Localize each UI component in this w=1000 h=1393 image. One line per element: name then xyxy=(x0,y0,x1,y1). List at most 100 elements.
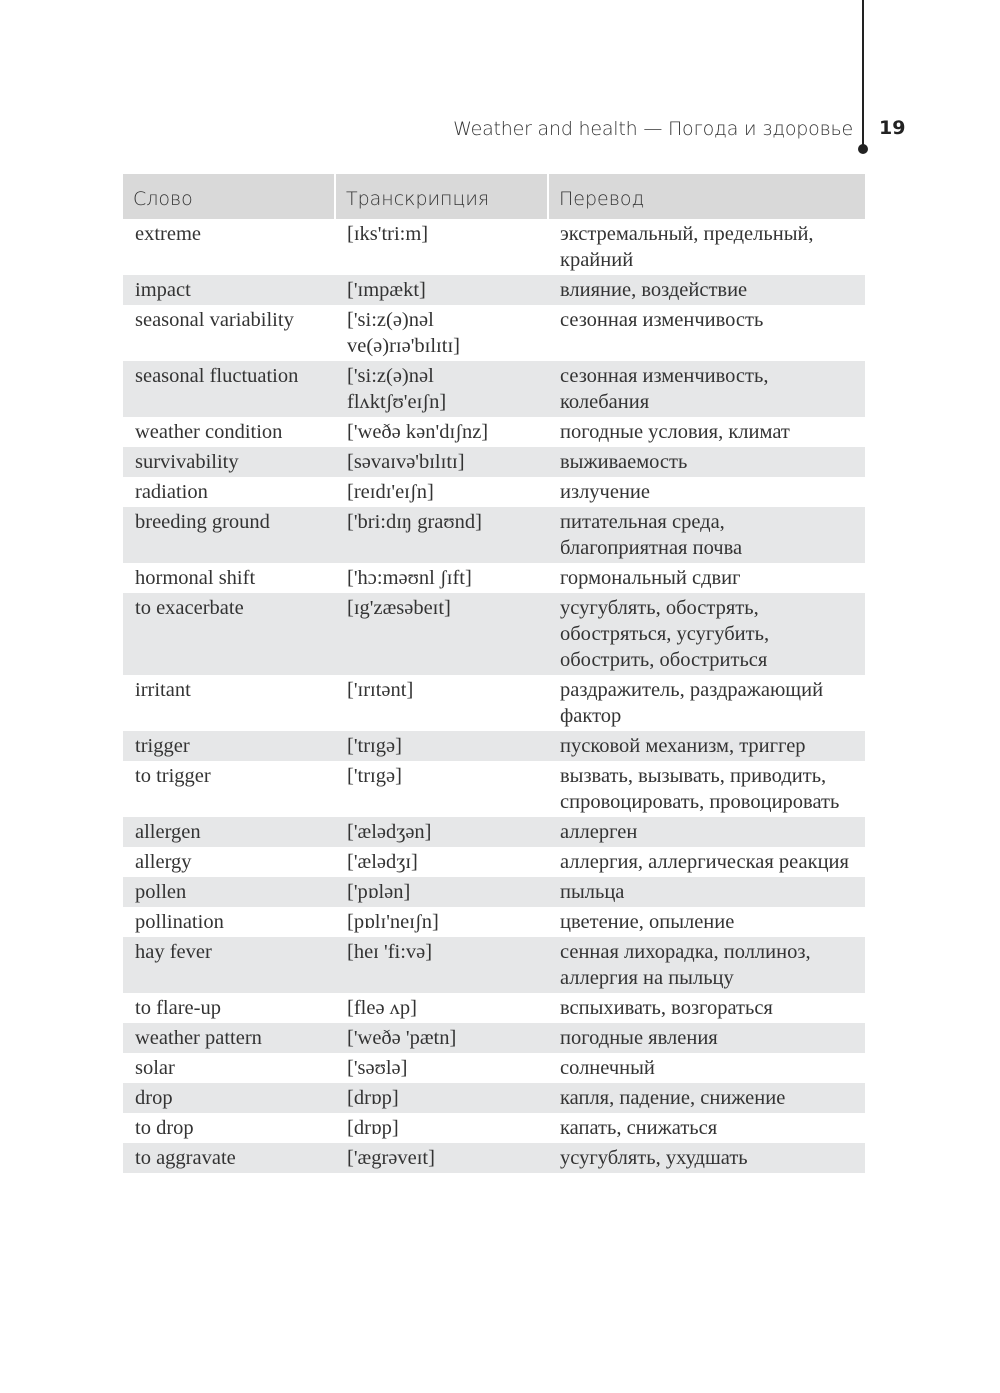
transcription-cell: ['ɪrɪtənt] xyxy=(347,679,414,701)
table-row: breeding ground ['bri:dɪŋ graʊnd] питатель… xyxy=(123,507,865,563)
table-row: seasonal fluctuation ['si:z(ə)nəl flʌktʃʊ… xyxy=(123,361,865,417)
translation-cell: капать, снижаться xyxy=(560,1117,718,1139)
transcription-cell: ['ælədʒən] xyxy=(335,817,548,847)
table-row: solar ['səʊlə] солнечный xyxy=(123,1053,865,1083)
transcription-cell: ['trɪgə] xyxy=(347,765,402,787)
table-row: to aggravate ['ægrəveɪt] усугублять, ухудш… xyxy=(123,1143,865,1173)
table-row: irritant ['ɪrɪtənt] раздражитель, раздража… xyxy=(123,675,865,731)
word-cell: drop xyxy=(123,1083,335,1113)
translation-cell: пусковой механизм, триггер xyxy=(548,731,865,761)
translation-cell: погодные явления xyxy=(548,1023,865,1053)
translation-cell: излучение xyxy=(560,481,650,503)
translation-cell: капля, падение, снижение xyxy=(548,1083,865,1113)
transcription-cell: [ɪg'zæsəbeɪt] xyxy=(335,593,548,675)
column-header-transcription: Транскрипция xyxy=(335,174,549,219)
translation-cell: усугублять, обострять, обостряться, усуг… xyxy=(548,593,865,675)
translation-cell: погодные условия, климат xyxy=(560,421,790,443)
word-cell: to drop xyxy=(135,1117,194,1139)
transcription-cell: [ɪks'tri:m] xyxy=(347,223,429,245)
translation-cell: аллергия, аллергическая реакция xyxy=(560,851,849,873)
transcription-cell: [heɪ 'fi:və] xyxy=(335,937,548,993)
translation-cell: гормональный сдвиг xyxy=(560,567,741,589)
word-cell: to flare-up xyxy=(135,997,221,1019)
transcription-cell: [səvaɪvə'bɪlɪtɪ] xyxy=(335,447,548,477)
transcription-cell: ['trɪgə] xyxy=(335,731,548,761)
transcription-cell: [drɒp] xyxy=(335,1083,548,1113)
table-row: to exacerbate [ɪg'zæsəbeɪt] усугублять, об… xyxy=(123,593,865,675)
transcription-cell: [fleə ʌp] xyxy=(347,997,417,1019)
translation-cell: усугублять, ухудшать xyxy=(548,1143,865,1173)
table-row: pollen ['pɒlən] пыльца xyxy=(123,877,865,907)
word-cell: pollen xyxy=(123,877,335,907)
table-row: to drop [drɒp] капать, снижаться xyxy=(123,1113,865,1143)
transcription-cell: ['hɔ:məʊnl ʃɪft] xyxy=(347,567,472,589)
table-row: drop [drɒp] капля, падение, снижение xyxy=(123,1083,865,1113)
word-cell: weather pattern xyxy=(123,1023,335,1053)
translation-cell: аллерген xyxy=(548,817,865,847)
word-cell: allergen xyxy=(123,817,335,847)
translation-cell: вспыхивать, возгораться xyxy=(560,997,773,1019)
page-number: 19 xyxy=(879,117,906,139)
transcription-cell: ['ælədʒɪ] xyxy=(347,851,418,873)
table-row: hay fever [heɪ 'fi:və] сенная лихорадка, п… xyxy=(123,937,865,993)
transcription-cell: ['ɪmpækt] xyxy=(335,275,548,305)
word-cell: to exacerbate xyxy=(123,593,335,675)
word-cell: to trigger xyxy=(135,765,211,787)
table-row: seasonal variability ['si:z(ə)nəl ve(ə)rɪ… xyxy=(123,305,865,361)
transcription-cell: ['si:z(ə)nəl flʌktʃʊ'eɪʃn] xyxy=(335,361,548,417)
column-header-translation: Перевод xyxy=(548,174,865,219)
transcription-cell: ['si:z(ə)nəl ve(ə)rɪə'bɪlɪtɪ] xyxy=(347,309,460,357)
transcription-cell: ['səʊlə] xyxy=(347,1057,408,1079)
table-row: extreme [ɪks'tri:m] экстремальный, предель… xyxy=(123,219,865,275)
header-rule xyxy=(862,0,864,148)
translation-cell: пыльца xyxy=(548,877,865,907)
word-cell: to aggravate xyxy=(123,1143,335,1173)
word-cell: trigger xyxy=(123,731,335,761)
vocabulary-table: Слово Транскрипция Перевод extreme [ɪks't… xyxy=(123,174,865,1173)
transcription-cell: ['pɒlən] xyxy=(335,877,548,907)
table-row: hormonal shift ['hɔ:məʊnl ʃɪft] гормональн… xyxy=(123,563,865,593)
table-row: survivability [səvaɪvə'bɪlɪtɪ] выживаемост… xyxy=(123,447,865,477)
translation-cell: экстремальный, предельный, крайний xyxy=(560,223,814,271)
table-row: pollination [pɒlɪ'neɪʃn] цветение, опылени… xyxy=(123,907,865,937)
word-cell: weather condition xyxy=(135,421,283,443)
table-row: radiation [reɪdɪ'eɪʃn] излучение xyxy=(123,477,865,507)
translation-cell: вызвать, вызывать, приводить, спровоциро… xyxy=(560,765,840,813)
word-cell: breeding ground xyxy=(123,507,335,563)
table-row: allergy ['ælədʒɪ] аллергия, аллергическая … xyxy=(123,847,865,877)
word-cell: irritant xyxy=(135,679,191,701)
transcription-cell: [reɪdɪ'eɪʃn] xyxy=(347,481,434,503)
table-header: Слово Транскрипция Перевод xyxy=(123,174,865,219)
table-row: trigger ['trɪgə] пусковой механизм, тригге… xyxy=(123,731,865,761)
translation-cell: сезонная изменчивость, колебания xyxy=(548,361,865,417)
transcription-cell: ['ægrəveɪt] xyxy=(335,1143,548,1173)
transcription-cell: ['weðə 'pætn] xyxy=(335,1023,548,1053)
word-cell: hormonal shift xyxy=(135,567,256,589)
translation-cell: цветение, опыление xyxy=(560,911,735,933)
transcription-cell: ['bri:dɪŋ graʊnd] xyxy=(335,507,548,563)
transcription-cell: [drɒp] xyxy=(347,1117,399,1139)
translation-cell: солнечный xyxy=(560,1057,655,1079)
word-cell: seasonal fluctuation xyxy=(123,361,335,417)
table-row: to trigger ['trɪgə] вызвать, вызывать, при… xyxy=(123,761,865,817)
translation-cell: сезонная изменчивость xyxy=(560,309,764,331)
table-row: impact ['ɪmpækt] влияние, воздействие xyxy=(123,275,865,305)
header-rule-dot xyxy=(858,144,868,154)
table-row: allergen ['ælədʒən] аллерген xyxy=(123,817,865,847)
word-cell: solar xyxy=(135,1057,175,1079)
table-row: weather pattern ['weðə 'pætn] погодные явл… xyxy=(123,1023,865,1053)
table-row: weather condition ['weðə kən'dɪʃnz] погодн… xyxy=(123,417,865,447)
word-cell: extreme xyxy=(135,223,202,245)
word-cell: seasonal variability xyxy=(135,309,294,331)
translation-cell: сенная лихорадка, поллиноз, аллергия на … xyxy=(548,937,865,993)
column-header-word: Слово xyxy=(123,174,336,219)
transcription-cell: [pɒlɪ'neɪʃn] xyxy=(347,911,439,933)
word-cell: pollination xyxy=(135,911,224,933)
word-cell: impact xyxy=(123,275,335,305)
translation-cell: влияние, воздействие xyxy=(548,275,865,305)
table-row: to flare-up [fleə ʌp] вспыхивать, возгорат… xyxy=(123,993,865,1023)
word-cell: allergy xyxy=(135,851,192,873)
word-cell: survivability xyxy=(123,447,335,477)
translation-cell: раздражитель, раздражающий фактор xyxy=(560,679,824,727)
word-cell: radiation xyxy=(135,481,208,503)
